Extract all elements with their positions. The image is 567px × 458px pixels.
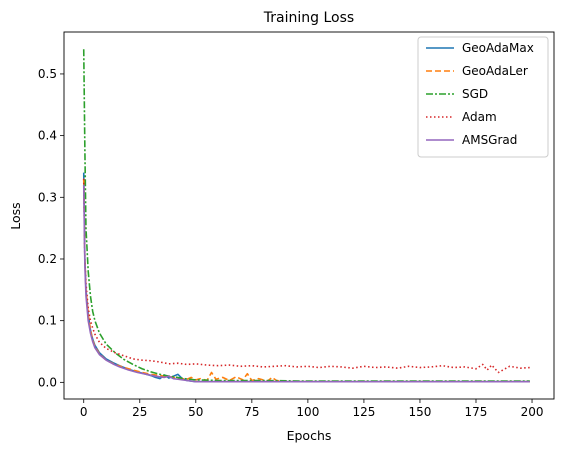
plot-lines	[82, 49, 530, 383]
x-tick-label: 150	[409, 405, 432, 419]
x-axis-label: Epochs	[287, 428, 332, 443]
x-tick-label: 75	[244, 405, 259, 419]
series-line-sgd	[82, 49, 530, 382]
chart-title: Training Loss	[263, 10, 354, 26]
x-tick-label: 175	[465, 405, 488, 419]
x-axis: 0 25 50 75 100 125 150 175 200	[80, 399, 544, 419]
legend-label-adam: Adam	[462, 110, 497, 124]
plot-frame	[63, 31, 555, 400]
x-tick-label: 100	[296, 405, 319, 419]
legend-label-geoadamax: GeoAdaMax	[462, 41, 534, 55]
y-tick-label: 0.2	[38, 252, 57, 266]
x-tick-label: 125	[352, 405, 375, 419]
y-axis: 0.0 0.1 0.2 0.3 0.4 0.5	[38, 67, 64, 389]
x-tick-label: 200	[521, 405, 544, 419]
y-tick-label: 0.4	[38, 129, 57, 143]
series-line-amsgrad	[82, 184, 530, 383]
x-tick-label: 50	[188, 405, 203, 419]
series-line-adam	[82, 178, 530, 374]
x-tick-label: 25	[132, 405, 147, 419]
y-axis-label: Loss	[8, 202, 23, 229]
legend-label-sgd: SGD	[462, 87, 488, 101]
y-tick-label: 0.0	[38, 375, 57, 389]
series-line-geoadamax	[82, 172, 530, 383]
y-tick-label: 0.1	[38, 314, 57, 328]
legend: GeoAdaMax GeoAdaLer SGD Adam AMSGrad	[417, 36, 549, 158]
legend-box	[417, 36, 549, 158]
y-tick-label: 0.3	[38, 190, 57, 204]
x-tick-label: 0	[80, 405, 88, 419]
series-line-geoadaler	[82, 178, 530, 383]
legend-label-amsgrad: AMSGrad	[462, 133, 517, 147]
legend-label-geoadaler: GeoAdaLer	[462, 64, 528, 78]
y-tick-label: 0.5	[38, 67, 57, 81]
